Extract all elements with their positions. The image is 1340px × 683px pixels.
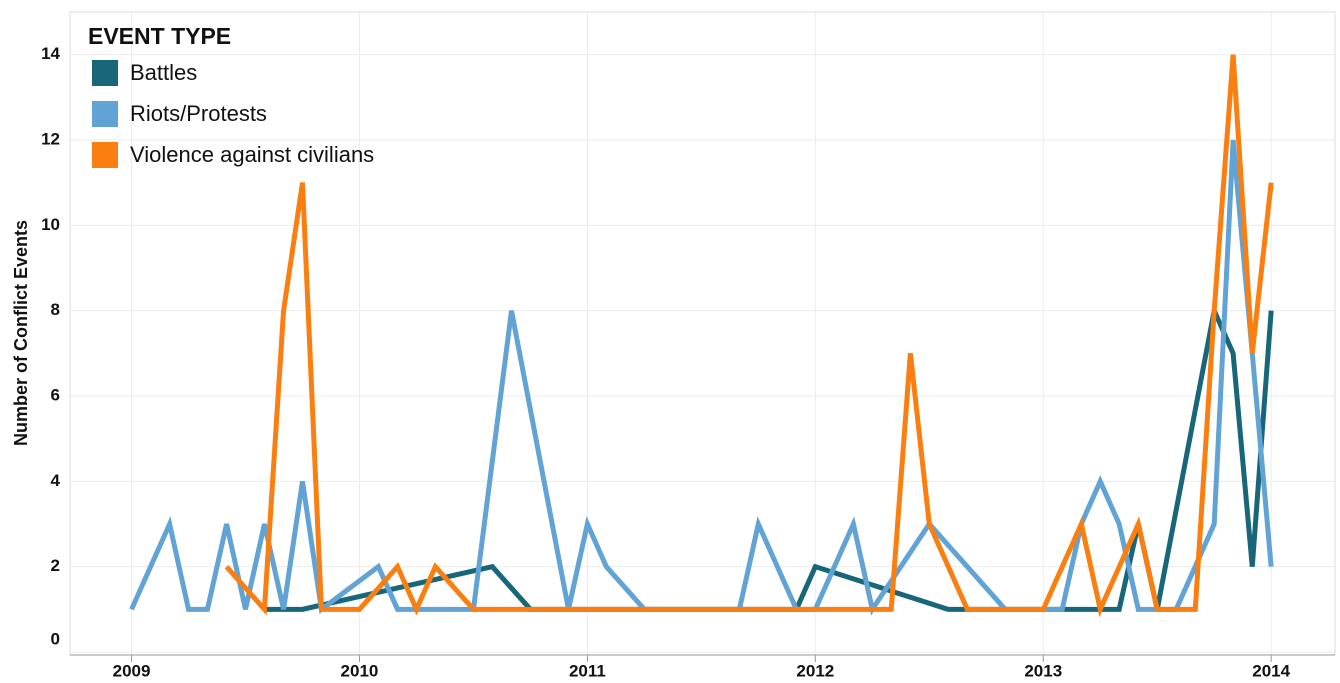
- y-tick-label: 10: [41, 215, 60, 234]
- y-tick-label: 4: [51, 471, 61, 490]
- y-tick-label: 12: [41, 129, 60, 148]
- legend-label: Battles: [130, 60, 197, 85]
- y-tick-label: 14: [41, 44, 60, 63]
- y-axis-label: Number of Conflict Events: [11, 220, 31, 446]
- x-tick-label: 2013: [1024, 661, 1062, 680]
- legend-label: Violence against civilians: [130, 142, 374, 167]
- legend-title: EVENT TYPE: [88, 23, 231, 49]
- legend-swatch: [92, 142, 118, 168]
- legend-swatch: [92, 60, 118, 86]
- x-tick-label: 2009: [113, 661, 151, 680]
- lines: [129, 54, 1274, 618]
- y-tick-label: 2: [51, 556, 60, 575]
- series-line: [224, 54, 1274, 618]
- x-tick-label: 2010: [341, 661, 379, 680]
- legend: EVENT TYPE Battles Riots/Protests Violence…: [88, 23, 374, 168]
- x-tick-label: 2014: [1252, 661, 1290, 680]
- y-tick-label: 8: [51, 300, 60, 319]
- y-tick-label: 6: [51, 385, 60, 404]
- x-tick-label: 2011: [569, 661, 606, 680]
- x-tick-label: 2012: [796, 661, 834, 680]
- y-tick-label: 0: [51, 629, 60, 648]
- legend-swatch: [92, 101, 118, 127]
- legend-label: Riots/Protests: [130, 101, 267, 126]
